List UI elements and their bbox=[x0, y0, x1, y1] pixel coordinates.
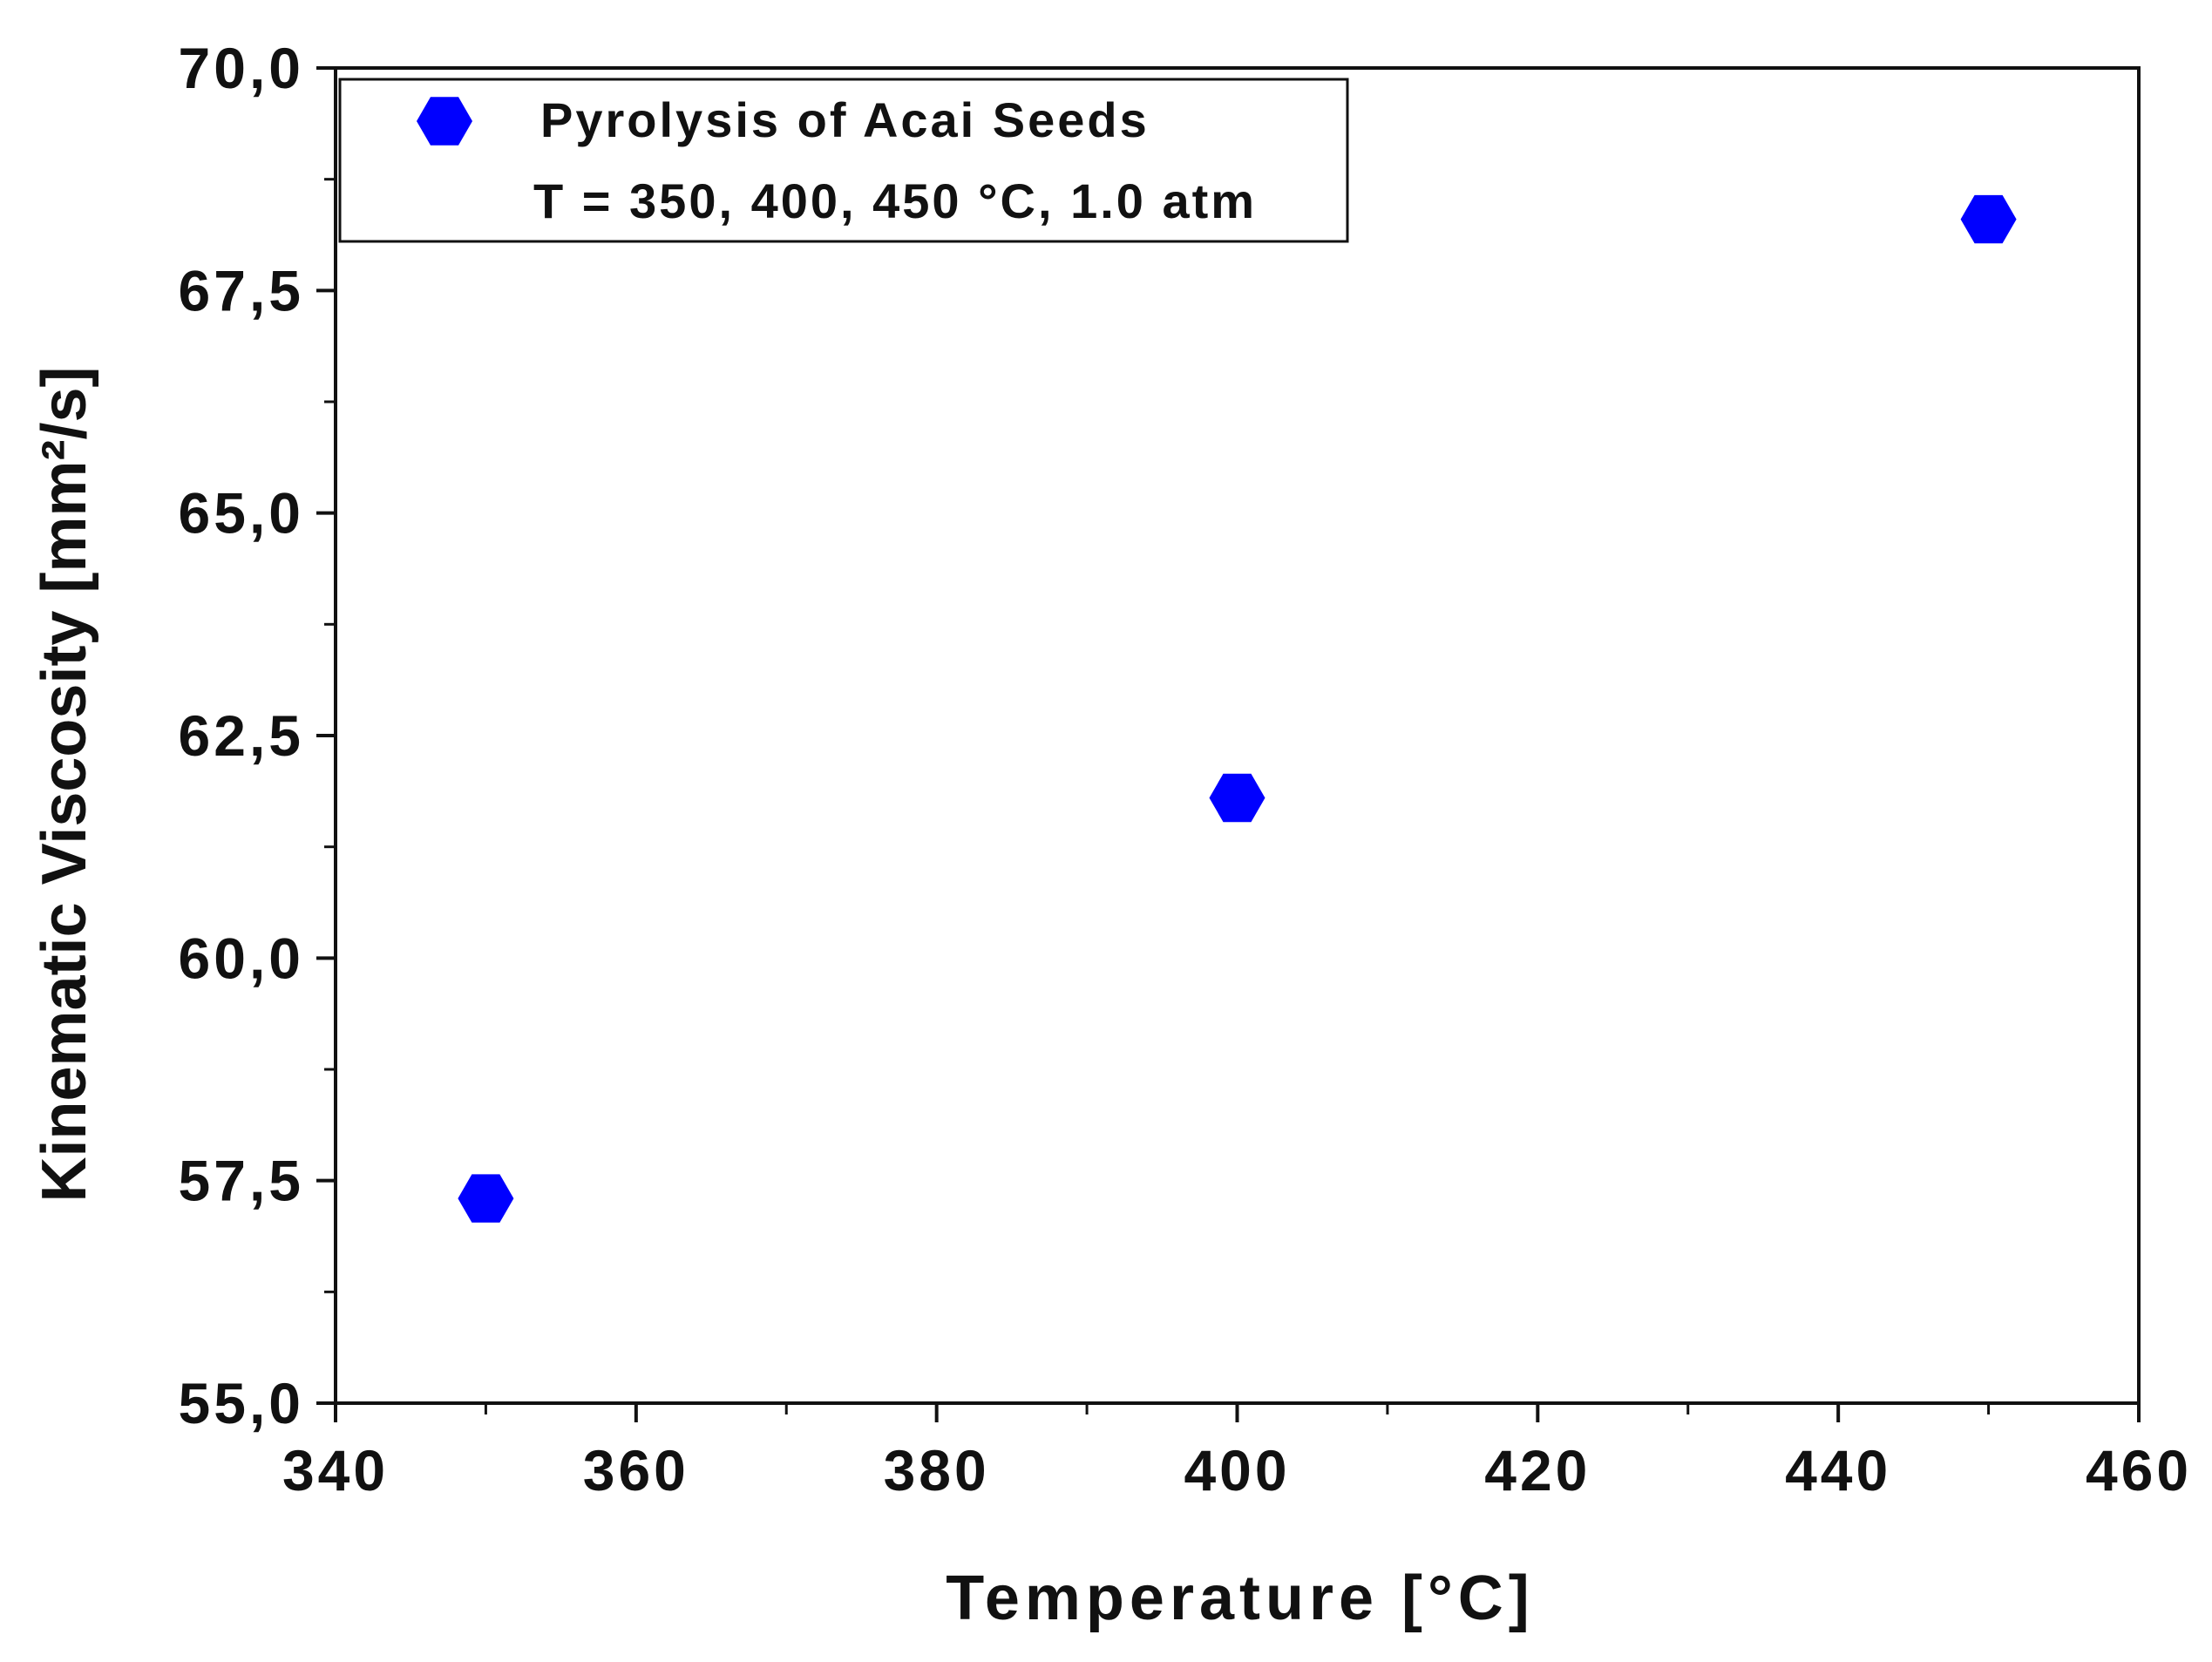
x-tick-label: 440 bbox=[1785, 1438, 1891, 1503]
y-tick-labels: 55,0 57,5 60,0 62,5 65,0 67,5 70,0 bbox=[179, 36, 304, 1435]
y-tick-label: 55,0 bbox=[179, 1371, 304, 1435]
x-tick-label: 420 bbox=[1484, 1438, 1591, 1503]
x-tick-label: 360 bbox=[583, 1438, 689, 1503]
y-tick-label: 57,5 bbox=[179, 1149, 304, 1213]
legend-series-name: Pyrolysis of Acai Seeds bbox=[540, 92, 1150, 147]
y-tick-label: 67,5 bbox=[179, 258, 304, 322]
data-point bbox=[1209, 773, 1265, 823]
x-tick-labels: 340 360 380 400 420 440 460 bbox=[282, 1438, 2192, 1503]
x-tick-label: 400 bbox=[1184, 1438, 1290, 1503]
x-tick-label: 460 bbox=[2086, 1438, 2192, 1503]
legend-note: T = 350, 400, 450 °C, 1.0 atm bbox=[533, 173, 1257, 228]
legend: Pyrolysis of Acai Seeds T = 350, 400, 45… bbox=[338, 78, 1349, 243]
legend-marker-hexagon-icon bbox=[417, 97, 472, 146]
data-point bbox=[458, 1174, 514, 1223]
data-points bbox=[458, 194, 2017, 1223]
legend-box bbox=[338, 78, 1349, 243]
y-tick-label: 70,0 bbox=[179, 36, 304, 100]
data-point bbox=[1960, 194, 2017, 244]
x-tick-label: 340 bbox=[282, 1438, 389, 1503]
y-tick-label: 65,0 bbox=[179, 481, 304, 546]
y-minor-ticks bbox=[324, 178, 336, 1293]
plot-frame bbox=[334, 66, 2141, 1405]
x-major-ticks bbox=[334, 1403, 2141, 1422]
x-tick-label: 380 bbox=[884, 1438, 990, 1503]
y-tick-label: 62,5 bbox=[179, 703, 304, 768]
x-axis-title: Temperature [°C] bbox=[946, 1564, 1535, 1633]
y-major-ticks bbox=[316, 66, 336, 1405]
y-axis-title: Kinematic Viscosity [mm²/s] bbox=[30, 367, 99, 1203]
y-tick-label: 60,0 bbox=[179, 926, 304, 990]
x-minor-ticks bbox=[484, 1403, 1991, 1414]
